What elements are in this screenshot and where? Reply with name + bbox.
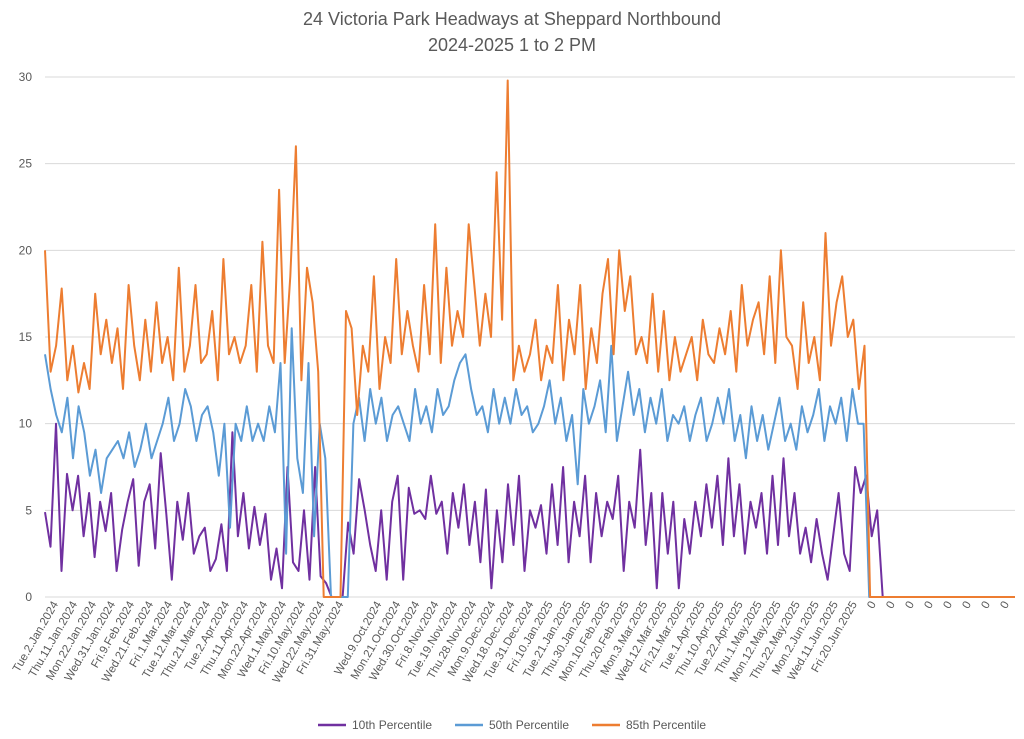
x-tick-label: 0 bbox=[941, 600, 955, 612]
legend-label: 50th Percentile bbox=[489, 718, 569, 732]
y-tick-label: 5 bbox=[25, 503, 32, 517]
x-tick-label: 0 bbox=[922, 600, 936, 612]
series-line-1 bbox=[44, 422, 1015, 598]
legend-label: 85th Percentile bbox=[626, 718, 706, 732]
y-tick-label: 20 bbox=[19, 243, 33, 257]
series-line-3 bbox=[44, 79, 1015, 598]
chart-title: 24 Victoria Park Headways at Sheppard No… bbox=[303, 9, 721, 29]
y-tick-label: 0 bbox=[25, 590, 32, 604]
x-tick-label: 0 bbox=[884, 600, 898, 612]
series-line-2 bbox=[44, 327, 1015, 598]
x-tick-label: 0 bbox=[979, 600, 993, 612]
x-tick-label: 0 bbox=[960, 600, 974, 612]
y-tick-label: 15 bbox=[19, 330, 33, 344]
x-tick-label: 0 bbox=[903, 600, 917, 612]
chart-subtitle: 2024-2025 1 to 2 PM bbox=[427, 35, 597, 55]
y-tick-label: 10 bbox=[19, 417, 33, 431]
y-tick-label: 25 bbox=[19, 157, 33, 171]
x-tick-label: 0 bbox=[865, 600, 879, 612]
y-tick-label: 30 bbox=[19, 70, 33, 84]
legend-label: 10th Percentile bbox=[352, 718, 432, 732]
x-tick-label: 0 bbox=[998, 600, 1012, 612]
